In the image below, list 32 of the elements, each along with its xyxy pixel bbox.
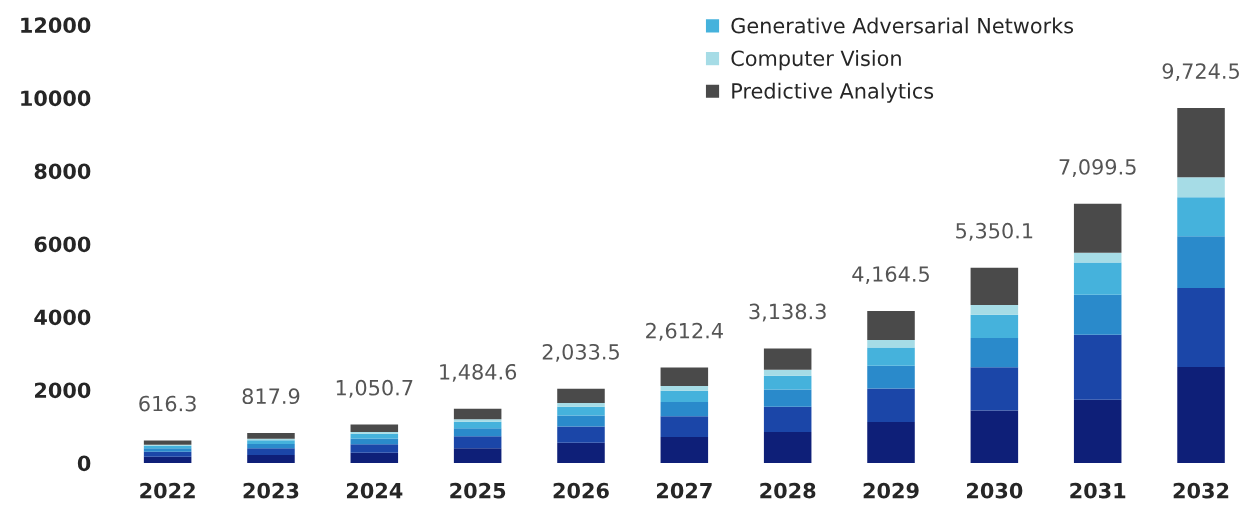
y-tick-label: 2000 <box>35 382 91 399</box>
total-label: 2,033.5 <box>542 343 619 362</box>
x-tick-label: 2025 <box>450 482 506 499</box>
x-tick-label: 2029 <box>863 482 919 499</box>
y-tick-label: 6000 <box>34 236 91 253</box>
y-tick-label: 10000 <box>21 90 91 107</box>
x-tick-label: 2023 <box>243 482 299 499</box>
x-tick-label: 2030 <box>967 482 1023 499</box>
total-label: 1,050.7 <box>336 379 413 398</box>
total-label: 5,350.1 <box>956 222 1033 241</box>
x-tick-label: 2026 <box>553 482 609 499</box>
total-label: 817.9 <box>242 388 300 405</box>
x-tick-label: 2028 <box>760 482 816 499</box>
x-tick-label: 2024 <box>346 482 403 499</box>
total-label: 9,724.5 <box>1162 63 1239 82</box>
y-tick-label: 4000 <box>34 309 91 326</box>
legend-label: Computer Vision <box>731 50 901 71</box>
total-label: 616.3 <box>139 395 196 412</box>
y-tick-label: 8000 <box>34 163 91 180</box>
total-label: 7,099.5 <box>1059 159 1136 177</box>
total-label: 1,484.6 <box>440 363 517 382</box>
y-tick-label: 0 <box>77 455 91 472</box>
legend-label: Generative Adversarial Networks <box>731 17 1074 34</box>
x-tick-label: 2027 <box>656 482 712 499</box>
x-tick-label: 2031 <box>1070 482 1126 499</box>
total-label: 4,164.5 <box>852 266 929 285</box>
x-tick-label: 2022 <box>140 482 195 499</box>
total-label: 2,612.4 <box>646 322 723 341</box>
y-tick-label: 12000 <box>21 17 91 34</box>
x-tick-label: 2032 <box>1173 482 1229 499</box>
total-label: 3,138.3 <box>749 303 826 322</box>
legend-label: Predictive Analytics <box>732 82 934 103</box>
